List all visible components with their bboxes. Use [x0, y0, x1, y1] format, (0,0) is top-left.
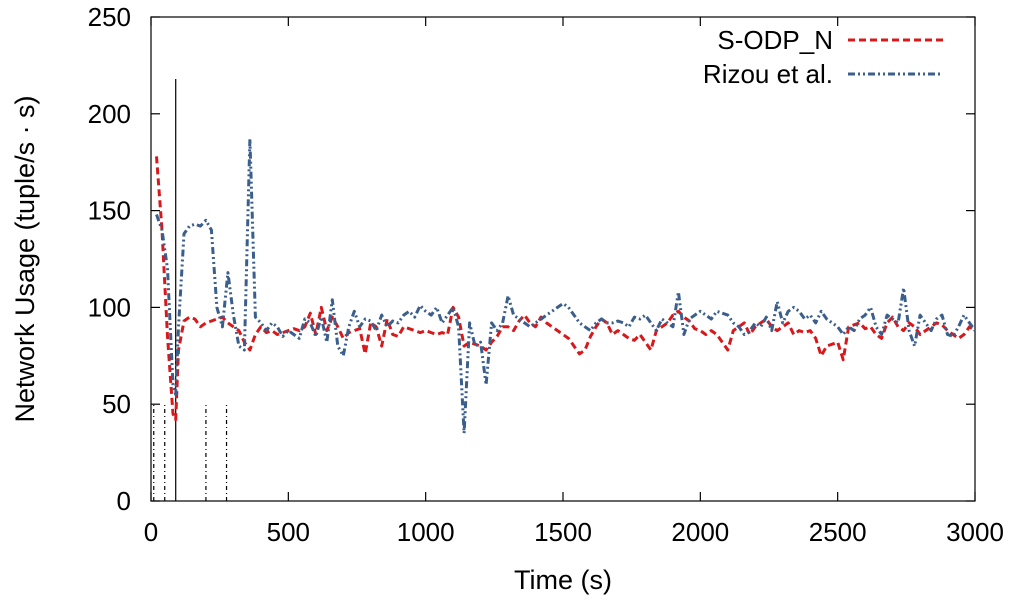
legend: S-ODP_N Rizou et al. — [703, 25, 943, 89]
x-tick-label: 500 — [267, 517, 310, 547]
y-tick-label: 0 — [117, 486, 131, 516]
x-tick-label: 0 — [144, 517, 158, 547]
y-tick-label: 50 — [102, 389, 131, 419]
legend-label: S-ODP_N — [717, 25, 833, 55]
event-markers — [153, 78, 228, 501]
series-layer — [155, 137, 977, 435]
legend-label: Rizou et al. — [703, 59, 833, 89]
series-line-s-odp-n — [155, 156, 976, 422]
y-tick-label: 150 — [88, 196, 131, 226]
y-axis-label: Network Usage (tuple/s · s) — [10, 95, 40, 422]
plot-border — [150, 16, 976, 502]
series-line-rizou-et-al — [155, 137, 977, 435]
x-tick-label: 1500 — [534, 517, 592, 547]
x-axis-label: Time (s) — [514, 565, 612, 595]
y-tick-label: 250 — [88, 2, 131, 32]
y-tick-label: 100 — [88, 292, 131, 322]
x-tick-label: 3000 — [946, 517, 1004, 547]
y-tick-label: 200 — [88, 99, 131, 129]
plot-frame — [150, 16, 976, 502]
axis-ticks: 0 500 1000 1500 2000 2500 3000 0 50 100 150 200 250 — [88, 2, 1004, 547]
x-tick-label: 2000 — [671, 517, 729, 547]
x-tick-label: 1000 — [397, 517, 455, 547]
x-tick-label: 2500 — [809, 517, 867, 547]
